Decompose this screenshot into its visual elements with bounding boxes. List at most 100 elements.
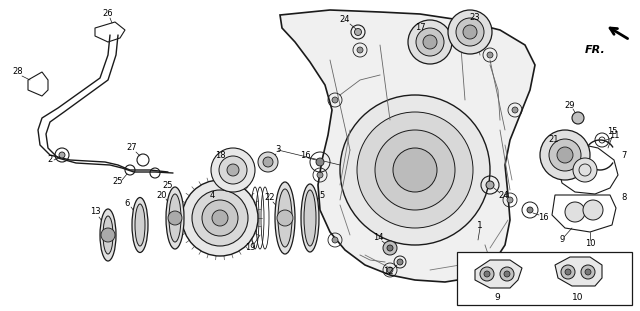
Text: 19: 19: [244, 244, 255, 253]
Circle shape: [507, 197, 513, 203]
Circle shape: [565, 269, 571, 275]
Text: 21: 21: [548, 136, 559, 145]
Circle shape: [383, 241, 397, 255]
Circle shape: [456, 18, 484, 46]
Text: 12: 12: [383, 267, 393, 276]
Circle shape: [477, 257, 483, 263]
Text: 18: 18: [214, 151, 225, 160]
Circle shape: [317, 172, 323, 178]
Circle shape: [202, 200, 238, 236]
Text: 15: 15: [607, 128, 617, 137]
Text: 26: 26: [102, 10, 113, 18]
Text: 9: 9: [559, 235, 564, 244]
Polygon shape: [475, 260, 522, 288]
Text: FR.: FR.: [584, 45, 605, 55]
Circle shape: [427, 27, 433, 33]
Text: 9: 9: [494, 294, 500, 303]
Circle shape: [357, 112, 473, 228]
Text: 7: 7: [621, 151, 627, 160]
Text: 24: 24: [499, 191, 509, 199]
Text: 16: 16: [300, 151, 310, 160]
Circle shape: [277, 210, 293, 226]
Text: 25: 25: [113, 178, 124, 187]
Circle shape: [227, 164, 239, 176]
Circle shape: [355, 29, 362, 35]
Text: 10: 10: [585, 239, 595, 248]
Text: 10: 10: [572, 294, 584, 303]
Text: 28: 28: [13, 67, 23, 77]
Ellipse shape: [275, 182, 295, 254]
Ellipse shape: [304, 190, 316, 246]
Circle shape: [397, 259, 403, 265]
Circle shape: [423, 35, 437, 49]
Circle shape: [263, 157, 273, 167]
Text: 4: 4: [209, 191, 214, 199]
Text: 11: 11: [609, 132, 620, 141]
Circle shape: [581, 265, 595, 279]
Text: 20: 20: [157, 191, 167, 199]
Circle shape: [486, 181, 494, 189]
Ellipse shape: [103, 216, 113, 254]
Circle shape: [484, 271, 490, 277]
Circle shape: [512, 107, 518, 113]
Circle shape: [572, 112, 584, 124]
Circle shape: [340, 95, 490, 245]
Circle shape: [192, 190, 248, 246]
Ellipse shape: [278, 189, 292, 247]
Text: 3: 3: [275, 146, 281, 155]
Circle shape: [540, 130, 590, 180]
Circle shape: [393, 148, 437, 192]
Circle shape: [480, 267, 494, 281]
Circle shape: [561, 265, 575, 279]
Circle shape: [416, 28, 444, 56]
Circle shape: [316, 158, 324, 166]
Circle shape: [332, 237, 338, 243]
Text: 5: 5: [319, 191, 324, 199]
Circle shape: [500, 267, 514, 281]
Circle shape: [463, 25, 477, 39]
Text: 16: 16: [538, 213, 548, 222]
Text: 24: 24: [340, 16, 350, 25]
Ellipse shape: [132, 197, 148, 253]
Text: 17: 17: [415, 24, 426, 33]
Text: 29: 29: [564, 100, 575, 109]
Circle shape: [332, 97, 338, 103]
Ellipse shape: [135, 204, 145, 246]
Circle shape: [212, 210, 228, 226]
Circle shape: [583, 200, 603, 220]
Ellipse shape: [301, 184, 319, 252]
Text: 8: 8: [621, 193, 627, 202]
Circle shape: [408, 20, 452, 64]
Text: 2: 2: [47, 156, 52, 165]
Circle shape: [585, 269, 591, 275]
Text: 1: 1: [477, 220, 483, 230]
Circle shape: [375, 130, 455, 210]
Text: 13: 13: [90, 207, 100, 216]
Text: 6: 6: [124, 198, 130, 207]
Text: 22: 22: [265, 193, 275, 202]
Ellipse shape: [166, 187, 184, 249]
Circle shape: [258, 152, 278, 172]
Circle shape: [573, 158, 597, 182]
Circle shape: [101, 228, 115, 242]
Polygon shape: [457, 252, 632, 305]
Text: 23: 23: [470, 13, 480, 22]
Circle shape: [387, 267, 393, 273]
Circle shape: [219, 156, 247, 184]
Circle shape: [182, 180, 258, 256]
Circle shape: [59, 152, 65, 158]
Text: 25: 25: [163, 180, 173, 189]
Ellipse shape: [100, 209, 116, 261]
Circle shape: [211, 148, 255, 192]
Polygon shape: [555, 257, 602, 286]
Text: 27: 27: [127, 143, 138, 152]
Circle shape: [565, 202, 585, 222]
Polygon shape: [280, 10, 535, 282]
Circle shape: [504, 271, 510, 277]
Circle shape: [387, 245, 393, 251]
Circle shape: [487, 52, 493, 58]
Ellipse shape: [169, 194, 181, 242]
Circle shape: [357, 47, 363, 53]
Circle shape: [448, 10, 492, 54]
Text: 14: 14: [372, 234, 383, 243]
